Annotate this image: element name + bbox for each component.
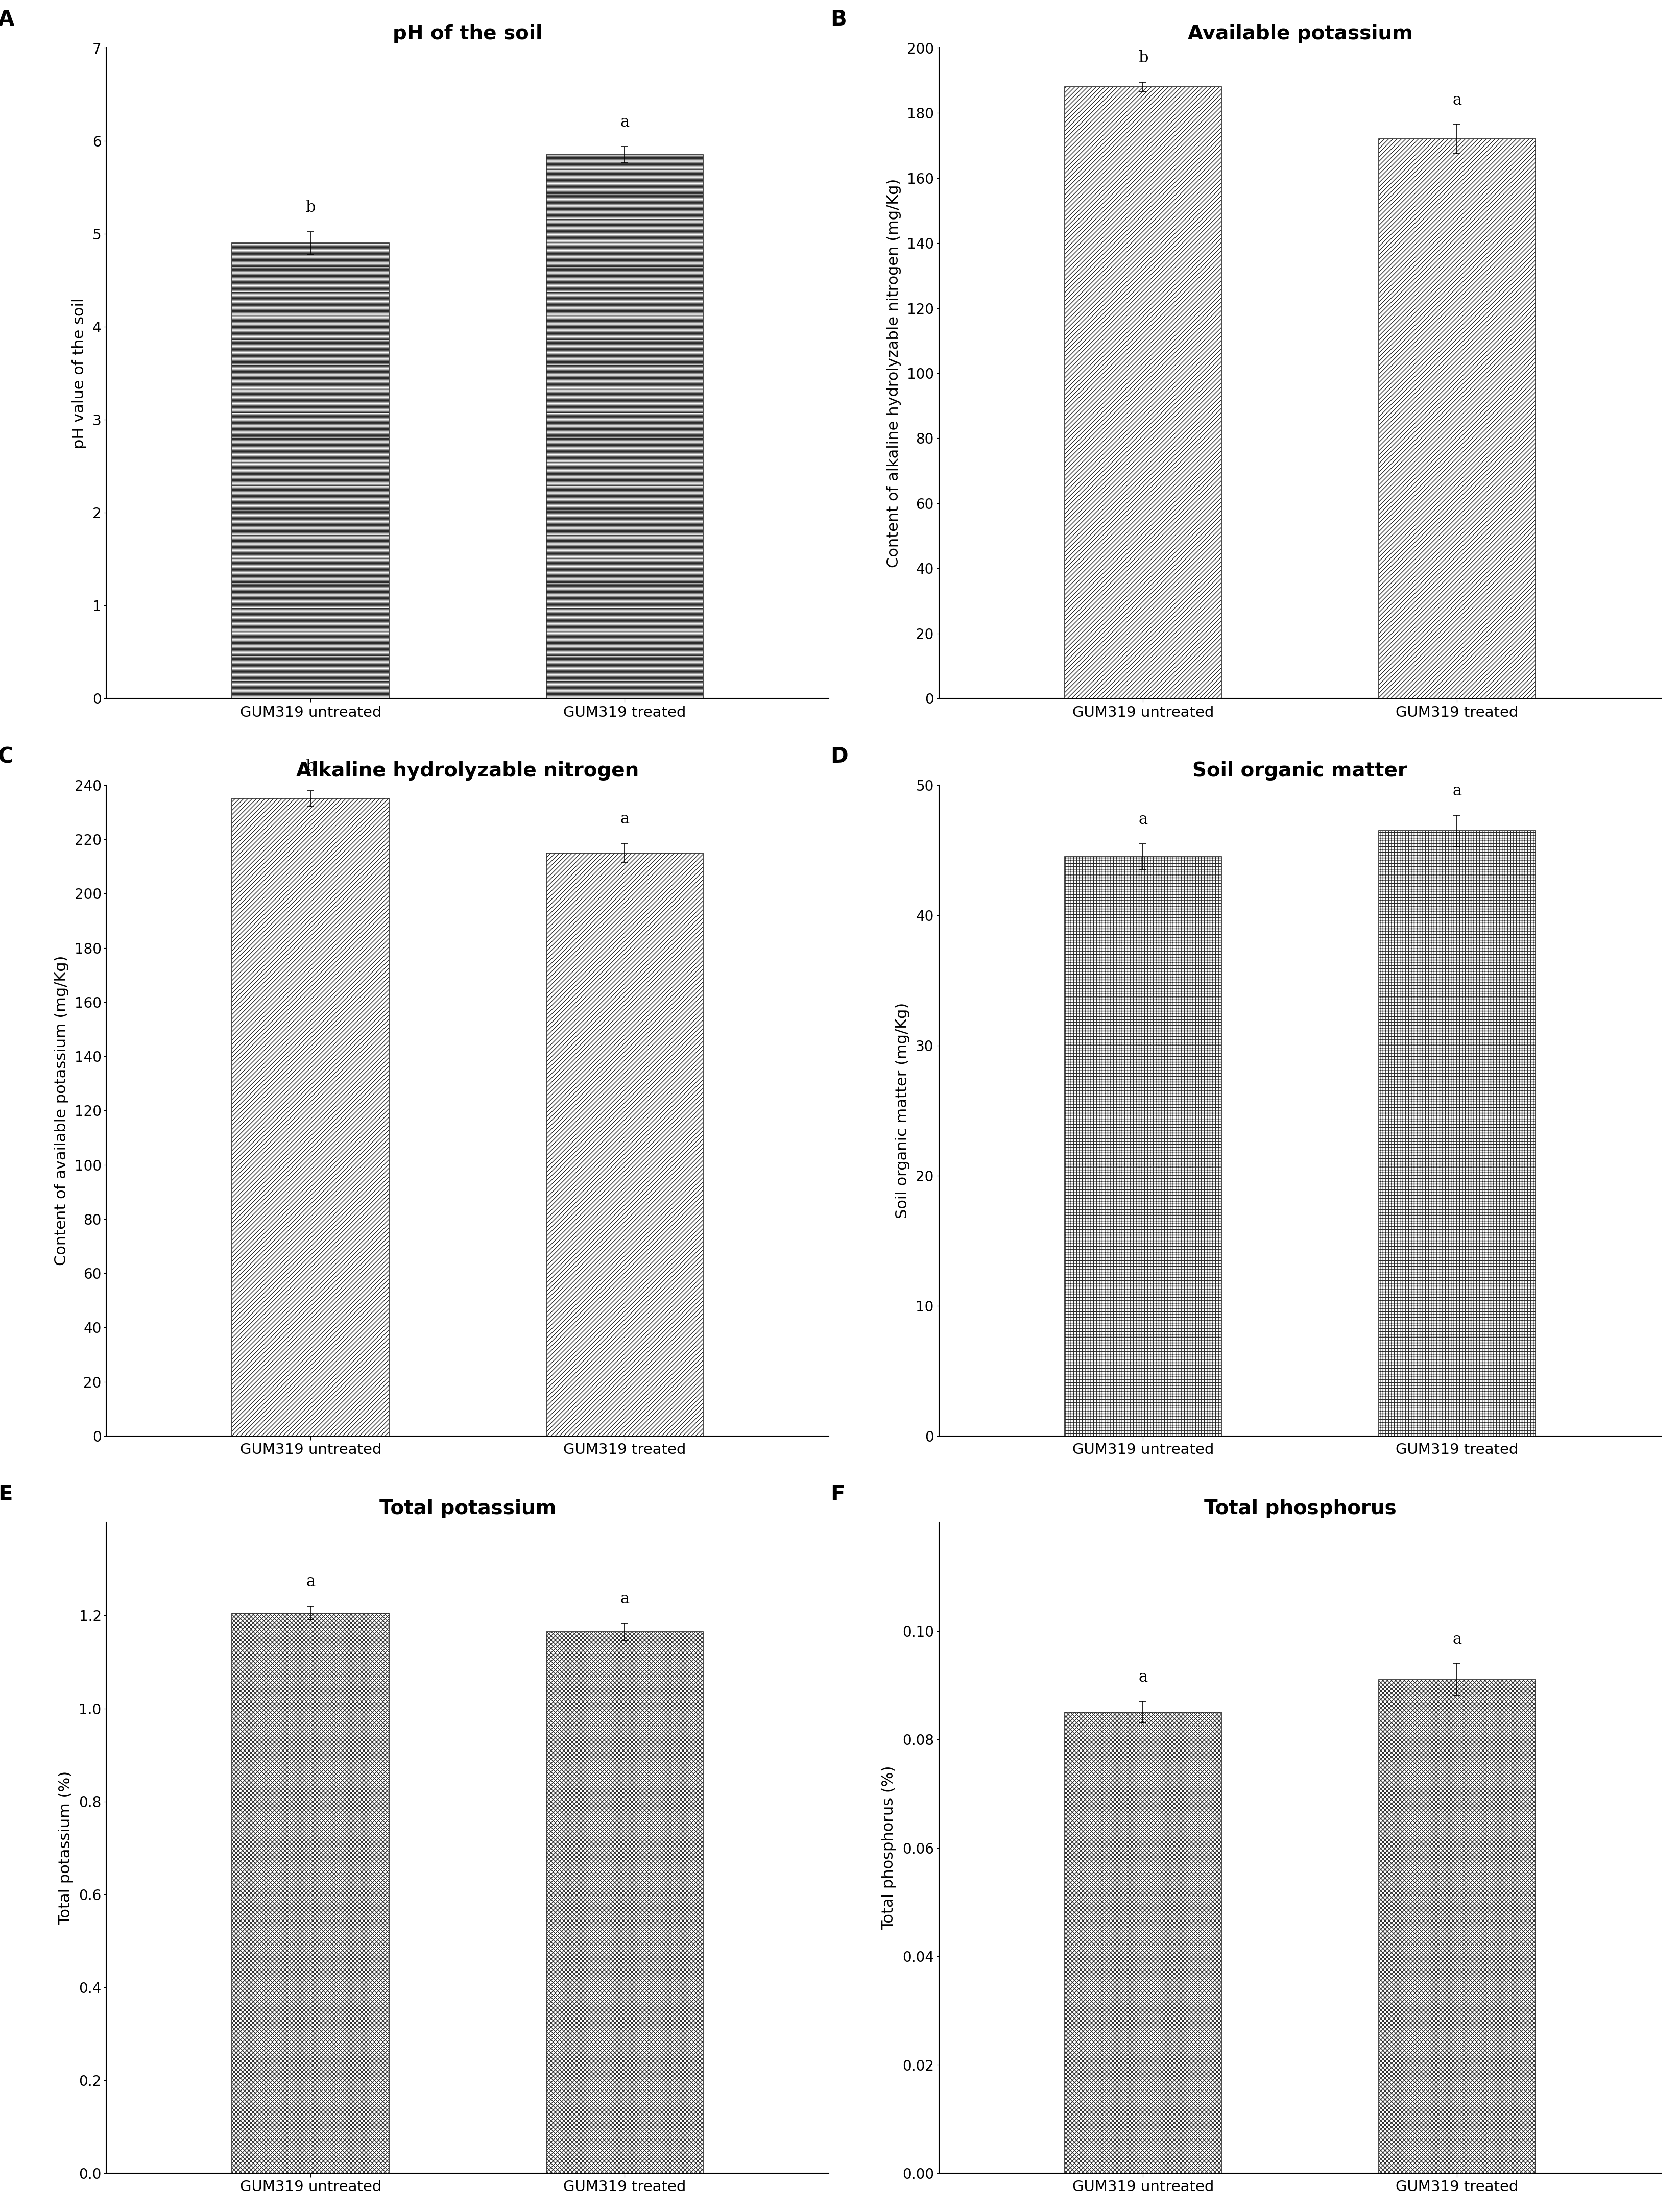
Text: C: C [0, 745, 13, 768]
Text: a: a [1452, 93, 1462, 108]
Title: Alkaline hydrolyzable nitrogen: Alkaline hydrolyzable nitrogen [296, 761, 640, 781]
Bar [546, 155, 704, 699]
Bar [546, 854, 704, 1436]
Text: a: a [306, 1575, 316, 1590]
Text: a: a [620, 1590, 630, 1608]
Y-axis label: Content of available potassium (mg/Kg): Content of available potassium (mg/Kg) [54, 956, 69, 1265]
Bar [1378, 1679, 1536, 2172]
Bar [232, 799, 390, 1436]
Title: Available potassium: Available potassium [1187, 24, 1412, 44]
Y-axis label: Total potassium (%): Total potassium (%) [59, 1772, 74, 1924]
Text: a: a [620, 812, 630, 827]
Text: a: a [1138, 1670, 1148, 1686]
Bar [546, 1632, 704, 2172]
Text: a: a [1138, 812, 1148, 827]
Bar [1064, 856, 1222, 1436]
Text: a: a [1452, 783, 1462, 799]
Y-axis label: Soil organic matter (mg/Kg): Soil organic matter (mg/Kg) [895, 1002, 910, 1219]
Title: Soil organic matter: Soil organic matter [1192, 761, 1407, 781]
Y-axis label: pH value of the soil: pH value of the soil [72, 299, 87, 449]
Y-axis label: Total phosphorus (%): Total phosphorus (%) [881, 1765, 897, 1929]
Text: b: b [306, 759, 316, 774]
Bar [232, 243, 390, 699]
Text: b: b [306, 199, 316, 215]
Text: F: F [831, 1484, 845, 1504]
Title: Total phosphorus: Total phosphorus [1204, 1498, 1397, 1517]
Text: B: B [831, 9, 846, 31]
Bar [232, 1613, 390, 2172]
Bar [1378, 832, 1536, 1436]
Bar [1378, 139, 1536, 699]
Text: A: A [0, 9, 15, 31]
Text: a: a [1452, 1632, 1462, 1648]
Text: b: b [1138, 51, 1148, 66]
Text: a: a [620, 115, 630, 131]
Title: pH of the soil: pH of the soil [393, 24, 542, 44]
Y-axis label: Content of alkaline hydrolyzable nitrogen (mg/Kg): Content of alkaline hydrolyzable nitroge… [887, 179, 902, 568]
Bar [1064, 1712, 1222, 2172]
Text: E: E [0, 1484, 13, 1504]
Text: D: D [831, 745, 848, 768]
Title: Total potassium: Total potassium [379, 1498, 556, 1517]
Bar [1064, 86, 1222, 699]
